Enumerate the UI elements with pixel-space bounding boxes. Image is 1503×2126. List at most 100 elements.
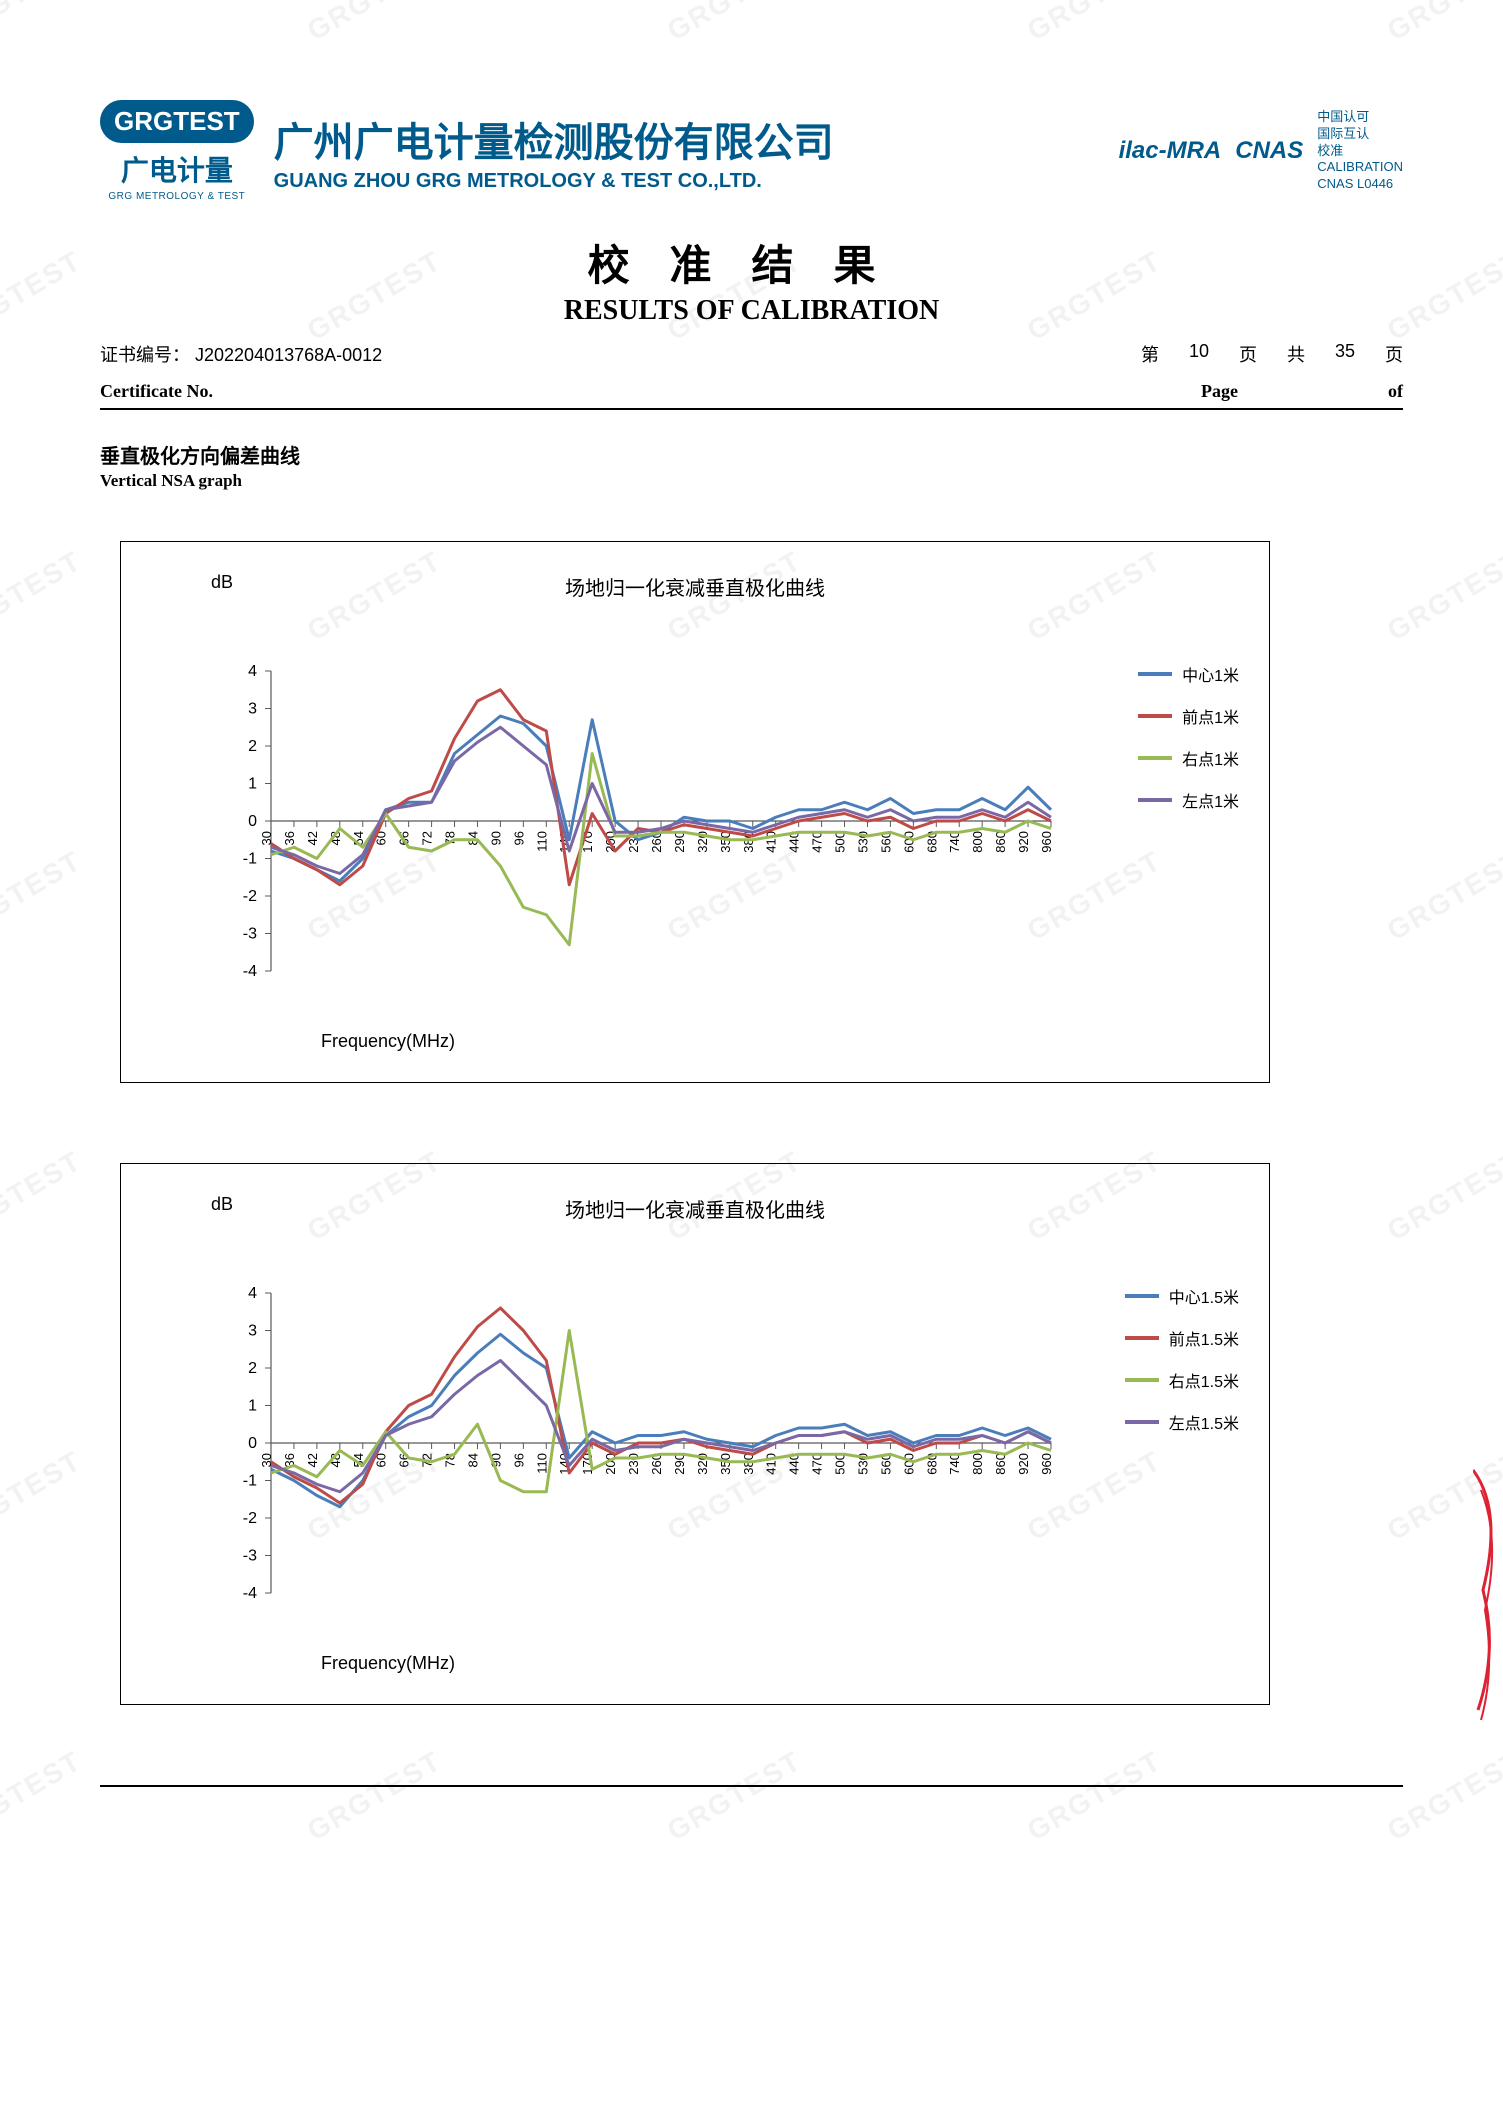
chart-1-legend: 中心1米前点1米右点1米左点1米: [1138, 662, 1239, 830]
legend-item: 前点1.5米: [1125, 1326, 1239, 1350]
logo-en: GRG METROLOGY & TEST: [108, 191, 245, 202]
svg-text:-2: -2: [243, 888, 257, 905]
svg-text:380: 380: [741, 1453, 756, 1475]
page-label: 页: [1385, 341, 1403, 367]
cert-no-label-cn: 证书编号：: [100, 345, 190, 365]
legend-swatch: [1125, 1378, 1159, 1382]
chart-1-box: dB 场地归一化衰减垂直极化曲线 -4-3-2-1012343036424854…: [120, 541, 1270, 1083]
page-number: 10: [1189, 341, 1209, 367]
legend-label: 右点1.5米: [1169, 1368, 1239, 1392]
svg-text:42: 42: [305, 831, 320, 845]
svg-text:-4: -4: [243, 1585, 257, 1602]
legend-label: 前点1.5米: [1169, 1326, 1239, 1350]
svg-text:110: 110: [534, 831, 549, 852]
svg-text:-4: -4: [243, 963, 257, 980]
logo-cn: 广电计量: [121, 149, 233, 189]
svg-text:-1: -1: [243, 851, 257, 868]
svg-text:4: 4: [248, 663, 257, 680]
page-label: 第: [1141, 341, 1159, 367]
svg-text:960: 960: [1039, 831, 1054, 853]
page-label: 页: [1239, 341, 1257, 367]
svg-text:740: 740: [947, 831, 962, 853]
svg-text:90: 90: [488, 831, 503, 845]
svg-text:1: 1: [248, 776, 257, 793]
cert-row-en: Certificate No. Page of: [100, 381, 1403, 402]
legend-label: 中心1.5米: [1169, 1284, 1239, 1308]
page-of-label: 共: [1287, 341, 1305, 367]
chart-1-xlabel: Frequency(MHz): [321, 1031, 1249, 1052]
letterhead: GRGTEST 广电计量 GRG METROLOGY & TEST 广州广电计量…: [100, 100, 1403, 202]
svg-text:84: 84: [465, 1453, 480, 1467]
chart-1-title: 场地归一化衰减垂直极化曲线: [141, 572, 1249, 601]
legend-item: 中心1.5米: [1125, 1284, 1239, 1308]
legend-label: 中心1米: [1182, 662, 1239, 686]
svg-text:3: 3: [248, 1323, 257, 1340]
doc-title-en: RESULTS OF CALIBRATION: [100, 295, 1403, 327]
red-seal-fragment: [1473, 1450, 1503, 1730]
svg-text:860: 860: [993, 1453, 1008, 1475]
acc-line: 国际互认: [1317, 126, 1403, 143]
company-name-en: GUANG ZHOU GRG METROLOGY & TEST CO.,LTD.: [274, 170, 1099, 193]
svg-text:920: 920: [1016, 1453, 1031, 1475]
page-total: 35: [1335, 341, 1355, 367]
svg-text:72: 72: [420, 831, 435, 845]
cert-no-value: J202204013768A-0012: [195, 345, 382, 365]
svg-text:500: 500: [833, 1453, 848, 1475]
company-name-block: 广州广电计量检测股份有限公司 GUANG ZHOU GRG METROLOGY …: [274, 110, 1099, 193]
svg-text:470: 470: [810, 1453, 825, 1475]
svg-text:3: 3: [248, 701, 257, 718]
chart-2-legend: 中心1.5米前点1.5米右点1.5米左点1.5米: [1125, 1284, 1239, 1452]
legend-swatch: [1138, 672, 1172, 676]
chart-2-title: 场地归一化衰减垂直极化曲线: [141, 1194, 1249, 1223]
svg-text:290: 290: [672, 831, 687, 853]
svg-text:350: 350: [718, 831, 733, 853]
acc-line: 中国认可: [1317, 109, 1403, 126]
acc-line: 校准: [1317, 143, 1403, 160]
svg-text:36: 36: [282, 831, 297, 845]
ilac-logo: ilac-MRA: [1119, 137, 1222, 165]
svg-text:470: 470: [810, 831, 825, 853]
svg-text:410: 410: [764, 1453, 779, 1475]
chart-2-svg: -4-3-2-101234303642485460667278849096110…: [141, 1233, 1071, 1643]
legend-label: 左点1米: [1182, 788, 1239, 812]
svg-text:42: 42: [305, 1453, 320, 1467]
svg-text:-1: -1: [243, 1473, 257, 1490]
logo-block: GRGTEST 广电计量 GRG METROLOGY & TEST: [100, 100, 254, 202]
legend-swatch: [1138, 714, 1172, 718]
svg-text:600: 600: [901, 1453, 916, 1475]
svg-text:66: 66: [397, 1453, 412, 1467]
section-title-en: Vertical NSA graph: [100, 471, 1403, 491]
accreditation-text: 中国认可 国际互认 校准 CALIBRATION CNAS L0446: [1317, 109, 1403, 193]
svg-text:-3: -3: [243, 926, 257, 943]
svg-text:800: 800: [970, 831, 985, 853]
page-of-en: of: [1388, 381, 1403, 402]
svg-text:960: 960: [1039, 1453, 1054, 1475]
svg-text:230: 230: [626, 1453, 641, 1475]
chart-2-xlabel: Frequency(MHz): [321, 1653, 1249, 1674]
svg-text:410: 410: [764, 831, 779, 853]
chart-2-ylabel: dB: [211, 1194, 233, 1215]
legend-swatch: [1125, 1294, 1159, 1298]
acc-line: CNAS L0446: [1317, 176, 1403, 193]
page-label-en: Page: [1201, 381, 1238, 402]
footer-rule: [100, 1785, 1403, 1787]
svg-text:2: 2: [248, 1360, 257, 1377]
doc-title-cn: 校准结果: [100, 232, 1403, 293]
chart-2-box: dB 场地归一化衰减垂直极化曲线 -4-3-2-1012343036424854…: [120, 1163, 1270, 1705]
svg-text:96: 96: [511, 831, 526, 845]
chart-1-ylabel: dB: [211, 572, 233, 593]
accreditation-block: ilac-MRA CNAS 中国认可 国际互认 校准 CALIBRATION C…: [1119, 109, 1403, 193]
svg-text:600: 600: [901, 831, 916, 853]
legend-swatch: [1125, 1420, 1159, 1424]
legend-item: 右点1米: [1138, 746, 1239, 770]
svg-text:-3: -3: [243, 1548, 257, 1565]
svg-text:96: 96: [511, 1453, 526, 1467]
acc-line: CALIBRATION: [1317, 159, 1403, 176]
svg-text:4: 4: [248, 1285, 257, 1302]
header-rule: [100, 408, 1403, 410]
logo-pill: GRGTEST: [100, 100, 254, 143]
legend-item: 中心1米: [1138, 662, 1239, 686]
svg-text:920: 920: [1016, 831, 1031, 853]
svg-text:0: 0: [248, 1435, 257, 1452]
cnas-logo: CNAS: [1235, 137, 1303, 165]
